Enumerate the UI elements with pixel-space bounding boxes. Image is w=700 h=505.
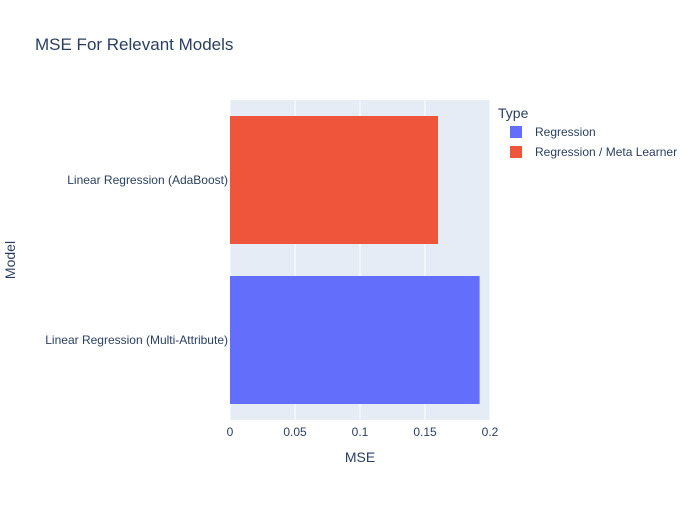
bar-1 [230, 116, 438, 244]
x-tick-labels: 0 0.05 0.1 0.15 0.2 [227, 425, 499, 439]
bars [230, 116, 480, 404]
legend-label-2: Regression / Meta Learner [535, 145, 677, 159]
chart-title: MSE For Relevant Models [35, 35, 233, 54]
x-tick-label-2: 0.1 [352, 425, 369, 439]
y-tick-label-1: Linear Regression (AdaBoost) [67, 173, 228, 187]
legend-title: Type [498, 105, 529, 121]
bar-2 [230, 276, 480, 404]
x-tick-label-1: 0.05 [283, 425, 307, 439]
legend: Type Regression Regression / Meta Learner [498, 105, 677, 159]
y-tick-label-2: Linear Regression (Multi-Attribute) [45, 333, 228, 347]
x-axis-title: MSE [345, 449, 375, 465]
legend-items: Regression Regression / Meta Learner [510, 125, 677, 159]
x-tick-label-3: 0.15 [413, 425, 437, 439]
legend-swatch-1 [510, 126, 522, 138]
legend-label-1: Regression [535, 125, 596, 139]
y-axis-title: Model [2, 241, 18, 279]
x-tick-label-4: 0.2 [482, 425, 499, 439]
x-tick-label-0: 0 [227, 425, 234, 439]
legend-swatch-2 [510, 146, 522, 158]
y-tick-labels: Linear Regression (AdaBoost) Linear Regre… [45, 173, 228, 347]
